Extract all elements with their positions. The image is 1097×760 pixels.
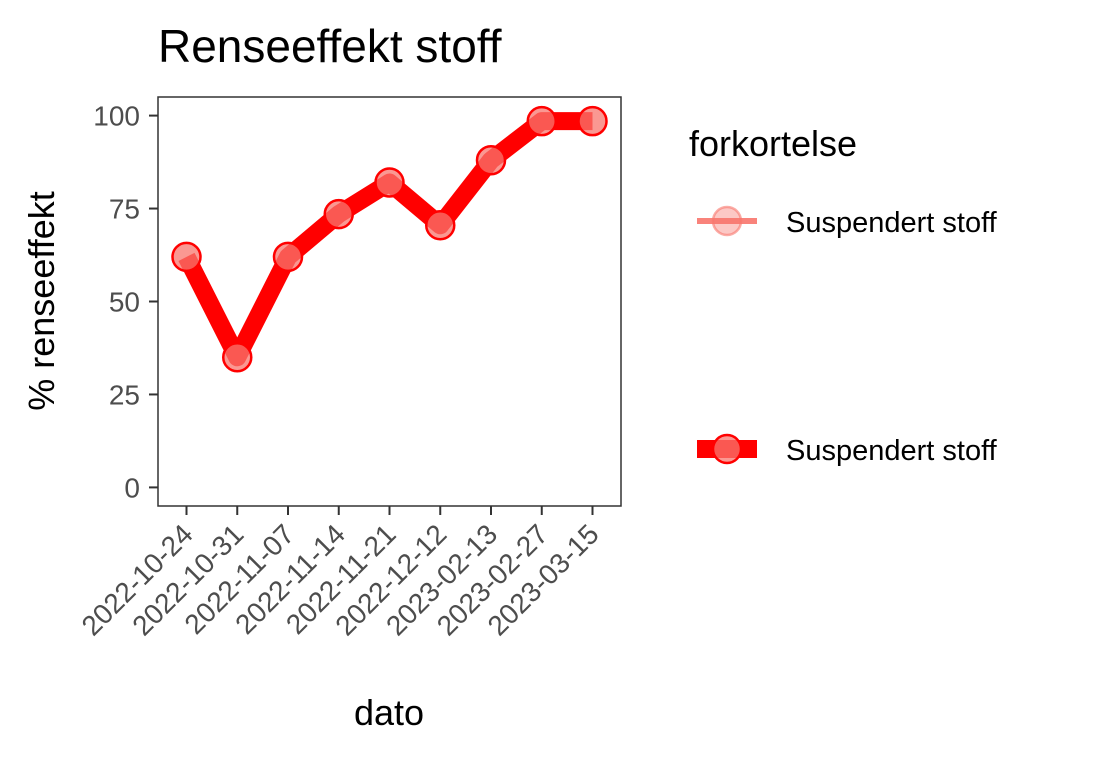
data-point — [425, 210, 456, 241]
legend-point-bold — [711, 433, 743, 465]
data-point — [323, 198, 354, 230]
legend-label-1: Suspendert stoff — [786, 207, 998, 239]
y-tick-label: 25 — [109, 379, 140, 410]
y-tick-label: 100 — [93, 101, 140, 132]
data-point — [272, 241, 304, 273]
legend-title: forkortelse — [689, 123, 857, 164]
y-tick-label: 0 — [124, 472, 140, 503]
x-axis-title: dato — [354, 692, 424, 733]
chart-title: Renseeffekt stoff — [158, 20, 502, 72]
legend-key-bold — [697, 433, 757, 465]
x-axis: 2022-10-242022-10-312022-11-072022-11-14… — [76, 506, 605, 642]
data-point — [171, 241, 202, 273]
data-point — [374, 167, 405, 198]
legend-point-light — [711, 205, 743, 237]
data-point — [577, 105, 608, 137]
plot-panel — [157, 96, 622, 507]
y-tick-label: 50 — [109, 287, 140, 318]
legend-label-2: Suspendert stoff — [786, 435, 998, 467]
data-point — [222, 342, 253, 373]
data-point — [526, 105, 557, 137]
y-axis-title: % renseeffekt — [21, 191, 62, 410]
y-tick-label: 75 — [109, 194, 140, 225]
y-axis: 0 25 50 75 100 — [93, 101, 158, 503]
legend: forkortelse Suspendert stoff Suspendert … — [689, 123, 998, 467]
data-point — [475, 144, 507, 176]
legend-key-light — [697, 205, 757, 237]
series-layer — [171, 105, 608, 373]
